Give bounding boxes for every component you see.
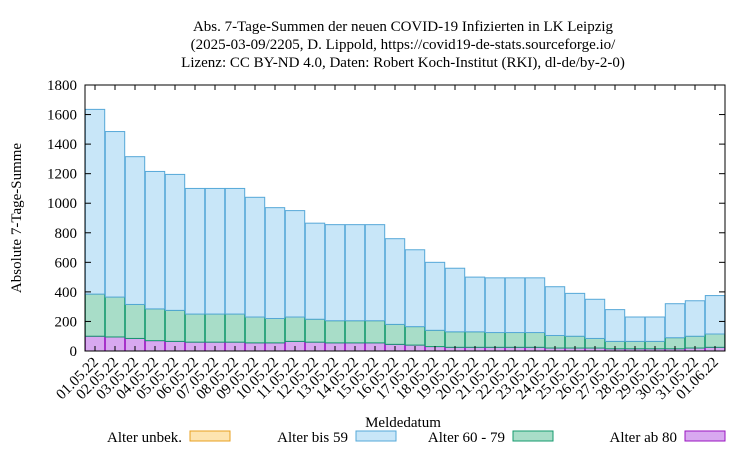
bar-alter-bis-59-22.05.22	[504, 277, 526, 334]
bar-alter-bis-59-15.05.22	[364, 224, 386, 322]
bar-alter-60-79-03.05.22	[124, 303, 146, 339]
y-tick-label: 1800	[47, 78, 77, 94]
bar-alter-bis-59-01.05.22	[84, 108, 106, 295]
bar-alter-60-79-13.05.22	[324, 320, 346, 344]
bar-alter-bis-59-03.05.22	[124, 156, 146, 305]
bar-alter-60-79-10.05.22	[264, 317, 286, 344]
bar-alter-bis-59-09.05.22	[244, 196, 266, 318]
bar-alter-bis-59-27.05.22	[604, 309, 626, 342]
y-tick-label: 0	[70, 344, 78, 360]
legend-swatch	[355, 430, 397, 442]
bar-alter-bis-59-11.05.22	[284, 210, 306, 318]
bar-alter-60-79-02.05.22	[104, 296, 126, 338]
bar-alter-bis-59-17.05.22	[404, 249, 426, 328]
bar-alter-bis-59-16.05.22	[384, 238, 406, 325]
y-tick-label: 1600	[47, 108, 77, 124]
bar-alter-60-79-18.05.22	[424, 329, 446, 348]
plot-frame	[84, 84, 726, 352]
bar-alter-bis-59-19.05.22	[444, 267, 466, 333]
bar-alter-60-79-15.05.22	[364, 320, 386, 344]
bar-alter-bis-59-01.06.22	[704, 295, 726, 335]
chart-title-line-1: Abs. 7-Tage-Summen der neuen COVID-19 In…	[193, 19, 614, 35]
legend-swatch	[512, 430, 554, 442]
y-tick-label: 1400	[47, 137, 77, 153]
bar-alter-bis-59-23.05.22	[524, 277, 546, 334]
bar-alter-bis-59-21.05.22	[484, 277, 506, 334]
bar-alter-60-79-12.05.22	[304, 318, 326, 343]
y-tick-label: 1200	[47, 167, 77, 183]
legend-label: Alter unbek.	[107, 430, 182, 446]
bar-alter-bis-59-05.05.22	[164, 173, 186, 311]
bars-layer	[84, 108, 726, 352]
bar-alter-bis-59-10.05.22	[264, 207, 286, 319]
bar-alter-60-79-08.05.22	[224, 313, 246, 343]
chart-title: Abs. 7-Tage-Summen der neuen COVID-19 In…	[181, 19, 625, 71]
bar-alter-60-79-07.05.22	[204, 313, 226, 343]
y-tick-label: 400	[55, 285, 78, 301]
bar-alter-bis-59-02.05.22	[104, 131, 126, 298]
bar-alter-60-79-14.05.22	[344, 320, 366, 344]
bar-alter-60-79-11.05.22	[284, 316, 306, 342]
legend-label: Alter bis 59	[277, 430, 348, 446]
chart-title-line-3: Lizenz: CC BY-ND 4.0, Daten: Robert Koch…	[181, 55, 625, 71]
bar-alter-bis-59-14.05.22	[344, 224, 366, 322]
bar-alter-bis-59-26.05.22	[584, 298, 606, 339]
bar-alter-bis-59-18.05.22	[424, 261, 446, 331]
y-axis-label: Absolute 7-Tage-Summe	[9, 143, 25, 294]
bar-alter-60-79-21.05.22	[484, 332, 506, 348]
bar-alter-bis-59-24.05.22	[544, 286, 566, 336]
bar-alter-60-79-01.06.22	[704, 333, 726, 348]
y-tick-label: 800	[55, 226, 78, 242]
bar-alter-60-79-23.05.22	[524, 332, 546, 348]
bar-alter-60-79-06.05.22	[184, 313, 206, 343]
chart-title-line-2: (2025-03-09/2205, D. Lippold, https://co…	[191, 37, 616, 53]
bar-alter-60-79-09.05.22	[244, 316, 266, 344]
legend-swatch	[189, 430, 231, 442]
bar-alter-bis-59-25.05.22	[564, 292, 586, 337]
bar-alter-bis-59-04.05.22	[144, 170, 166, 310]
bar-alter-60-79-20.05.22	[464, 331, 486, 348]
legend-label: Alter 60 - 79	[428, 430, 505, 446]
bar-alter-60-79-17.05.22	[404, 326, 426, 346]
y-tick-label: 1000	[47, 196, 77, 212]
bar-alter-bis-59-20.05.22	[464, 276, 486, 333]
bar-alter-bis-59-28.05.22	[624, 316, 646, 342]
bar-alter-60-79-05.05.22	[164, 309, 186, 342]
bar-alter-60-79-04.05.22	[144, 308, 166, 342]
bar-alter-bis-59-13.05.22	[324, 224, 346, 322]
bar-alter-bis-59-07.05.22	[204, 187, 226, 315]
bar-alter-bis-59-08.05.22	[224, 187, 246, 315]
bar-alter-60-79-22.05.22	[504, 332, 526, 348]
bar-alter-60-79-19.05.22	[444, 331, 466, 348]
legend-label: Alter ab 80	[610, 430, 677, 446]
y-tick-label: 600	[55, 255, 78, 271]
bar-alter-bis-59-31.05.22	[684, 300, 706, 337]
y-axis: 0 200 400 600 800 1000 1200 1400 1600 1800	[47, 78, 725, 360]
bar-alter-60-79-01.05.22	[84, 293, 106, 337]
bar-alter-bis-59-06.05.22	[184, 187, 206, 315]
x-axis-label: Meldedatum	[365, 415, 441, 431]
legend-swatch	[684, 430, 726, 442]
legend: Alter unbek. Alter bis 59 Alter 60 - 79 Alt…	[107, 430, 726, 446]
bar-alter-bis-59-29.05.22	[644, 316, 666, 342]
bar-alter-bis-59-12.05.22	[304, 222, 326, 320]
bar-alter-bis-59-30.05.22	[664, 303, 686, 339]
bar-alter-60-79-16.05.22	[384, 323, 406, 345]
y-tick-label: 200	[55, 314, 78, 330]
